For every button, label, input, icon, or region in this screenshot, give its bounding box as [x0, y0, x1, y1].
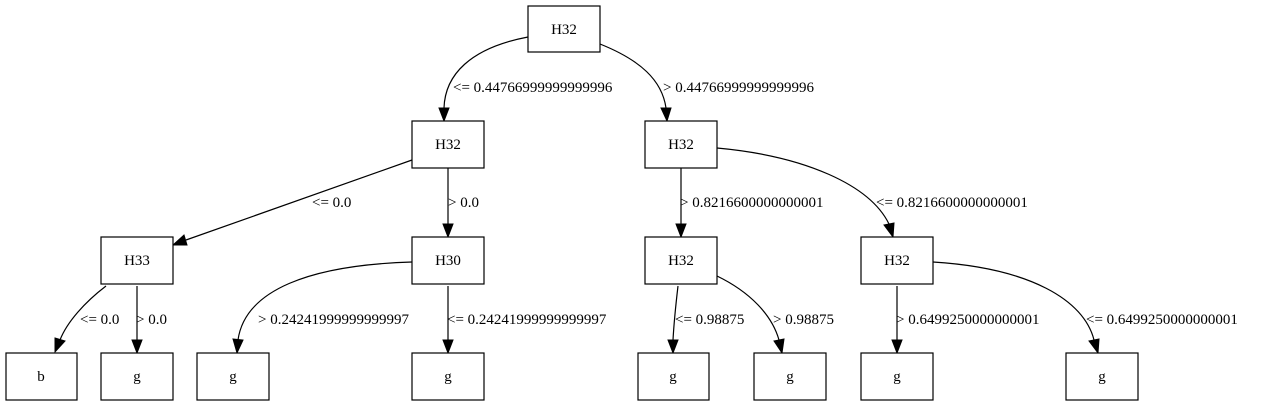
- tree-node: H30: [411, 236, 485, 285]
- tree-node: H33: [100, 236, 174, 285]
- edge-e6: [716, 147, 895, 239]
- edge-e1: [438, 36, 529, 123]
- edge-label-e5: > 0.8216600000000001: [680, 195, 823, 211]
- edge-e4: [442, 168, 454, 239]
- tree-node: H32: [644, 120, 718, 169]
- leaf-label: g: [786, 369, 794, 385]
- node-label: H32: [551, 22, 577, 38]
- edge-e5: [675, 168, 687, 239]
- tree-leaf: g: [860, 352, 934, 401]
- edge-e9: [232, 261, 413, 355]
- edge-e12: [716, 275, 785, 355]
- edge-e7: [54, 285, 107, 354]
- tree-leaf: b: [5, 352, 78, 401]
- node-label: H32: [668, 137, 694, 153]
- edge-label-e7: <= 0.0: [80, 312, 119, 328]
- tree-node-root: H32: [527, 5, 601, 53]
- leaf-label: g: [229, 369, 237, 385]
- node-label: H32: [435, 137, 461, 153]
- edge-label-e14: <= 0.6499250000000001: [1086, 312, 1238, 328]
- edge-label-e2: > 0.44766999999999996: [663, 80, 814, 96]
- edge-label-e6: <= 0.8216600000000001: [876, 195, 1028, 211]
- edge-label-e8: > 0.0: [136, 312, 167, 328]
- leaf-label: g: [444, 369, 452, 385]
- edge-label-e3: <= 0.0: [312, 195, 351, 211]
- edge-label-e11: <= 0.98875: [675, 312, 744, 328]
- tree-leaf: g: [1065, 352, 1139, 401]
- edge-e3: [171, 159, 413, 246]
- edge-e13: [891, 286, 903, 355]
- edge-label-e13: > 0.6499250000000001: [896, 312, 1039, 328]
- edge-e14: [932, 261, 1100, 355]
- tree-leaf: g: [196, 352, 270, 401]
- tree-leaf: g: [411, 352, 485, 401]
- node-label: H33: [124, 253, 150, 269]
- edge-e2: [599, 43, 672, 123]
- node-label: H32: [668, 253, 694, 269]
- node-label: H32: [884, 253, 910, 269]
- tree-node: H32: [860, 236, 934, 285]
- node-label: H30: [435, 253, 461, 269]
- leaf-label: g: [1098, 369, 1106, 385]
- leaf-label: g: [669, 369, 677, 385]
- edge-label-e4: > 0.0: [448, 195, 479, 211]
- tree-leaf: g: [100, 352, 174, 401]
- tree-leaf: g: [753, 352, 827, 401]
- edge-label-e1: <= 0.44766999999999996: [453, 80, 613, 96]
- edge-label-e9: > 0.24241999999999997: [258, 312, 409, 328]
- edge-e10: [442, 286, 454, 355]
- edge-e8: [131, 286, 143, 355]
- leaf-label: g: [893, 369, 901, 385]
- tree-node: H32: [644, 236, 718, 285]
- leaf-label: b: [37, 369, 45, 385]
- edge-label-e12: > 0.98875: [773, 312, 834, 328]
- tree-node: H32: [411, 120, 485, 169]
- edge-label-e10: <= 0.24241999999999997: [447, 312, 607, 328]
- tree-leaf: g: [637, 352, 710, 401]
- leaf-label: g: [133, 369, 141, 385]
- edge-e11: [667, 285, 679, 355]
